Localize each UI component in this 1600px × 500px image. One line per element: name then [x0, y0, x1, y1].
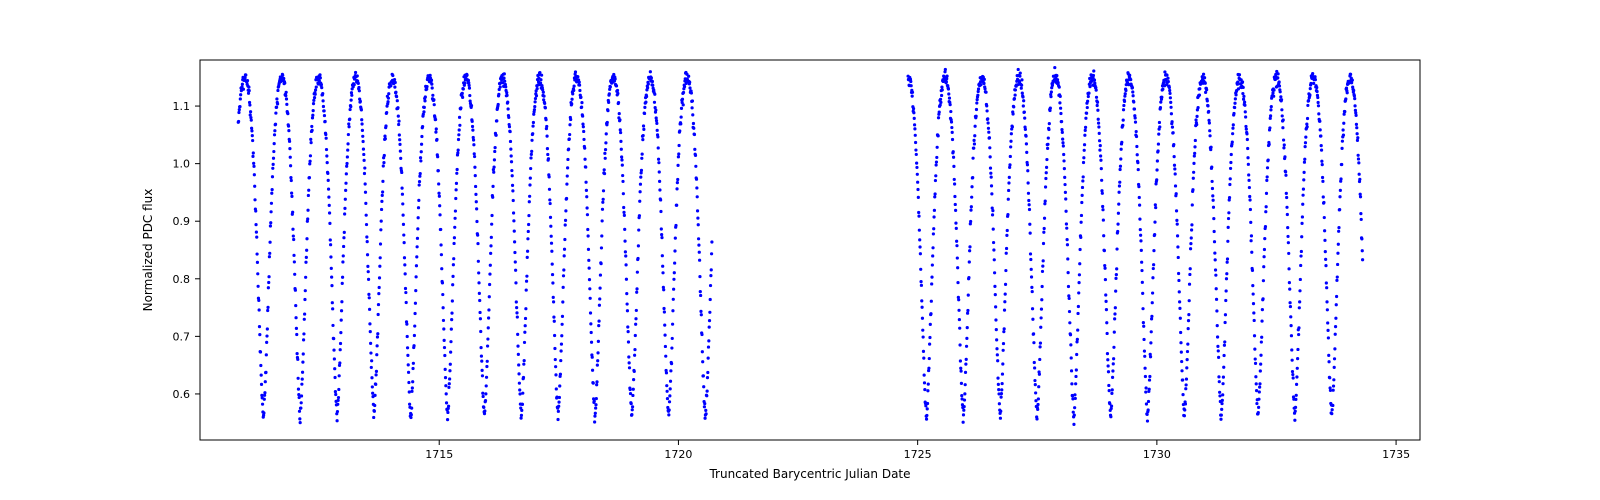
- x-tick-label: 1715: [425, 448, 453, 461]
- x-axis-label: Truncated Barycentric Julian Date: [708, 467, 910, 481]
- y-tick-label: 1.0: [173, 158, 191, 171]
- y-tick-label: 1.1: [173, 100, 191, 113]
- y-tick-label: 0.7: [173, 330, 191, 343]
- y-axis-label: Normalized PDC flux: [141, 189, 155, 312]
- x-tick-label: 1725: [904, 448, 932, 461]
- light-curve-chart: 1715 1720 1725 1730 1735 0.6 0.7 0.8 0.9 1.0 1.1 Tr…: [0, 0, 1600, 500]
- y-tick-label: 0.9: [173, 215, 191, 228]
- y-tick-label: 0.8: [173, 273, 191, 286]
- y-tick-label: 0.6: [173, 388, 191, 401]
- chart-container: 1715 1720 1725 1730 1735 0.6 0.7 0.8 0.9 1.0 1.1 Tr…: [0, 0, 1600, 500]
- x-tick-label: 1720: [664, 448, 692, 461]
- x-tick-label: 1730: [1143, 448, 1171, 461]
- x-tick-label: 1735: [1382, 448, 1410, 461]
